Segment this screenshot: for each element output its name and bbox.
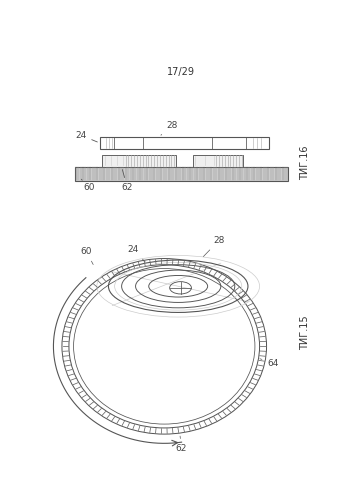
Polygon shape	[193, 155, 243, 167]
Text: 24: 24	[128, 246, 145, 262]
Text: 60: 60	[81, 179, 94, 192]
Text: 28: 28	[203, 236, 225, 256]
Text: 28: 28	[161, 121, 178, 135]
Text: ΤИГ.15: ΤИГ.15	[300, 315, 310, 350]
Text: 62: 62	[122, 170, 133, 192]
Text: 17/29: 17/29	[167, 67, 195, 77]
Text: 62: 62	[176, 436, 187, 453]
Text: 24: 24	[75, 131, 97, 142]
Text: 64: 64	[260, 359, 279, 368]
Polygon shape	[100, 137, 269, 149]
Text: ΤИГ.16: ΤИГ.16	[300, 146, 310, 180]
Polygon shape	[75, 167, 288, 181]
Text: 60: 60	[80, 247, 93, 264]
Polygon shape	[102, 155, 176, 167]
